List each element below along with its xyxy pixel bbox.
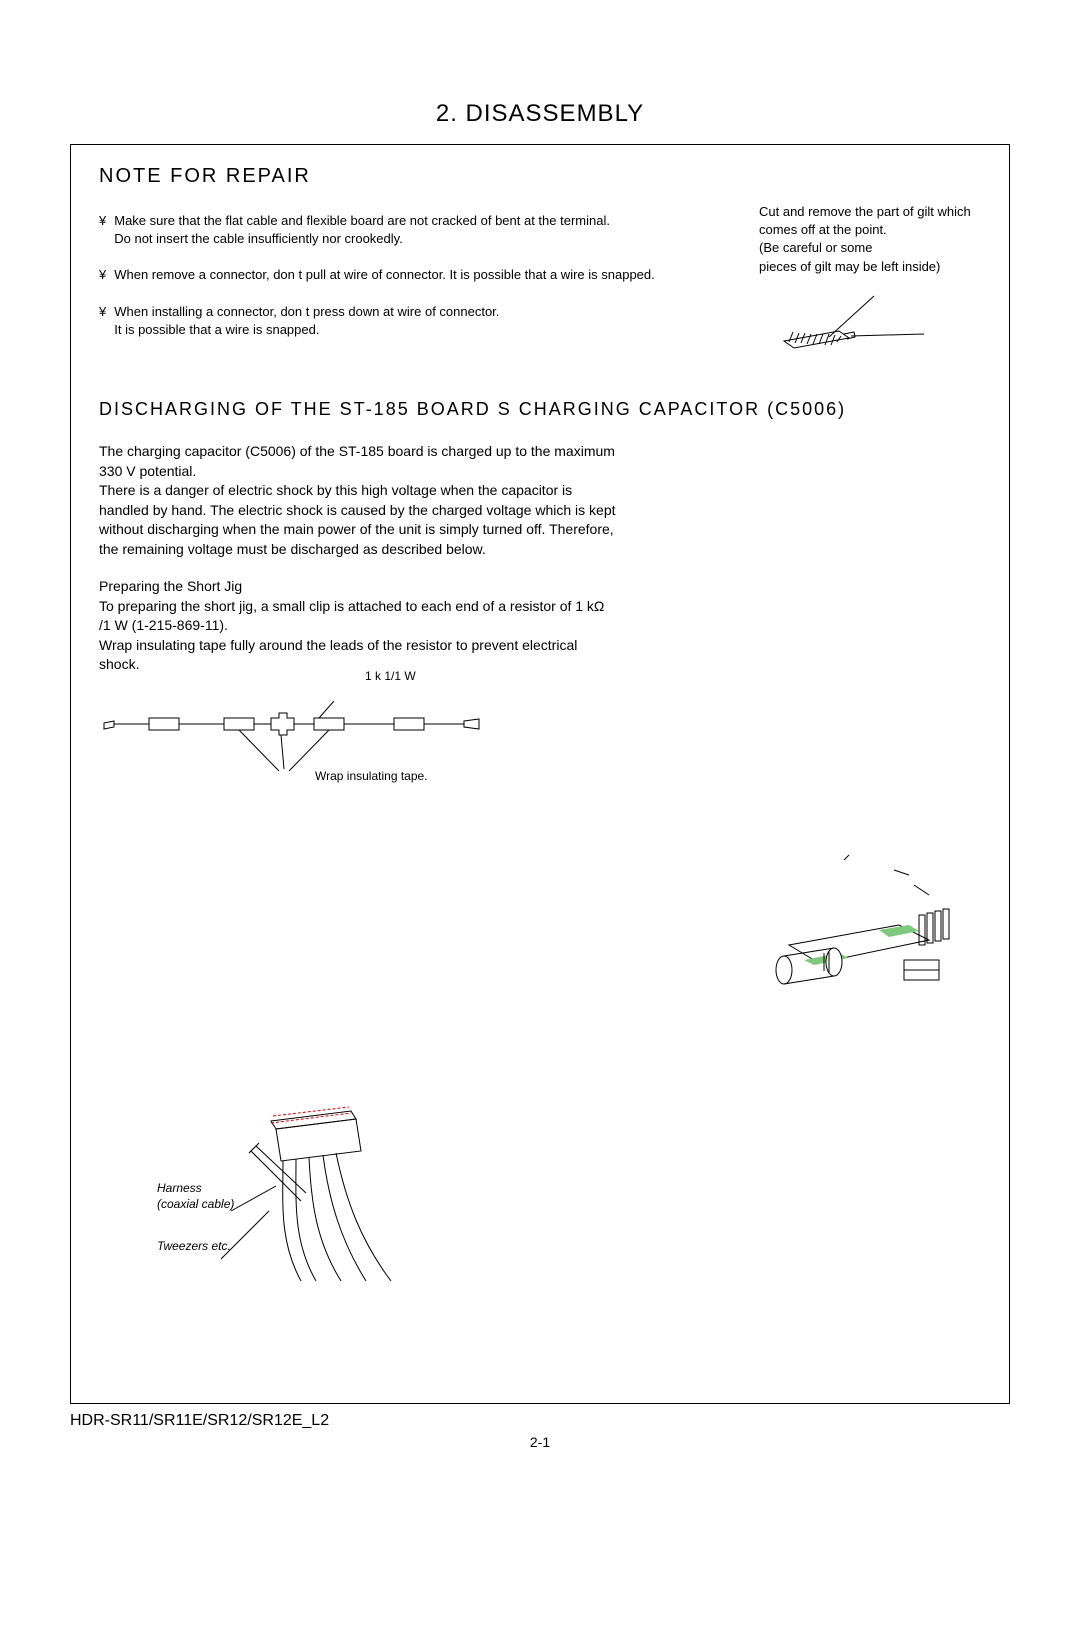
short-jig-diagram-icon (99, 701, 499, 791)
discharge-para-1-text: The charging capacitor (C5006) of the ST… (99, 443, 615, 479)
repair-note-heading: NOTE FOR REPAIR (99, 165, 981, 188)
discharge-para-1: The charging capacitor (C5006) of the ST… (99, 442, 619, 560)
content-box: NOTE FOR REPAIR ¥ Make sure that the fla… (70, 144, 1010, 1404)
bullet-icon: ¥ (99, 266, 106, 284)
page-number: 2-1 (0, 1434, 1080, 1450)
discharge-para-2-text: There is a danger of electric shock by t… (99, 482, 616, 557)
bullet-icon: ¥ (99, 212, 106, 248)
insulating-tape-label: Wrap insulating tape. (315, 769, 428, 783)
jig-resistor-label: 1 k 1/1 W (365, 669, 416, 683)
footer-model: HDR-SR11/SR11E/SR12/SR12E_L2 (70, 1412, 1080, 1430)
page-title: 2. DISASSEMBLY (0, 100, 1080, 128)
bullet-icon: ¥ (99, 303, 106, 339)
board-capacitor-diagram-icon (749, 845, 969, 1025)
discharge-text: The charging capacitor (C5006) of the ST… (99, 442, 619, 560)
tweezers-label: Tweezers etc. (157, 1239, 231, 1253)
side-note: Cut and remove the part of gilt which co… (759, 203, 979, 371)
jig-subheading: Preparing the Short Jig (99, 578, 981, 594)
side-note-text: Cut and remove the part of gilt which co… (759, 203, 979, 276)
connector-harness-diagram-icon (201, 1101, 441, 1281)
gilt-diagram-icon (779, 286, 939, 366)
jig-text: To preparing the short jig, a small clip… (99, 597, 619, 675)
discharge-heading: DISCHARGING OF THE ST-185 BOARD S CHARGI… (99, 399, 981, 420)
harness-label: Harness (coaxial cable) (157, 1181, 234, 1212)
